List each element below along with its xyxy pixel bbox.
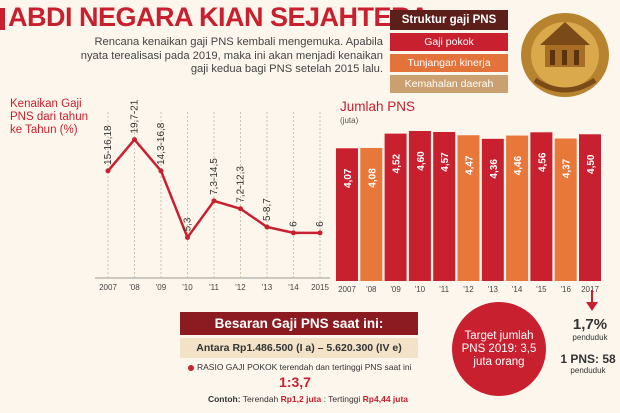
line-point (158, 168, 164, 174)
stat-percentage-unit: penduduk (572, 333, 608, 342)
bar (530, 132, 553, 281)
besaran-gaji-box: Besaran Gaji PNS saat ini: Antara Rp1.48… (180, 312, 418, 358)
bar-data-label: 4,60 (416, 151, 427, 171)
struktur-title: Struktur gaji PNS (390, 10, 508, 30)
tertinggi-value: Rp4,44 juta (362, 394, 409, 404)
line-data-label: 19,7-21 (130, 99, 141, 133)
terendah-value: Rp1,2 juta (280, 394, 322, 404)
line-point (105, 168, 111, 174)
bar (408, 131, 431, 281)
target-text: Target jumlah PNS 2019: 3,5 juta orang (461, 329, 537, 368)
line-point (238, 206, 243, 212)
intro-text: Rencana kenaikan gaji PNS kembali mengem… (80, 36, 383, 75)
struktur-item-tunjangan: Tunjangan kinerja (390, 54, 508, 72)
line-tick-label: '08 (129, 283, 140, 292)
tertinggi-label: Tertinggi (328, 394, 361, 404)
contoh-text: Contoh: Terendah Rp1,2 juta : Tertinggi … (207, 394, 409, 404)
line-tick-label: '13 (262, 283, 273, 292)
rasio-value: 1:3,7 (279, 374, 311, 390)
line-tick-label: '11 (209, 283, 219, 292)
line-data-label: 7,3-14,5 (209, 158, 220, 195)
line-data-label: 14,3-16,8 (156, 122, 167, 165)
struktur-gaji-box: Struktur gaji PNS Gaji pokok Tunjangan k… (390, 10, 508, 96)
bar-data-label: 4,37 (562, 158, 573, 178)
bar-data-label: 4,47 (465, 155, 476, 175)
jumlah-bar-chart: 4,07 2007 4,08 '08 4,52 '09 4,60 '10 4,57 '11 4,47… (336, 131, 601, 294)
bar-tick-label: '15 (536, 285, 547, 294)
rasio-text: RASIO GAJI POKOK terendah dan tertinggi … (197, 362, 412, 372)
stat-ratio: 1 PNS: 58 penduduk (553, 352, 620, 375)
line-point (185, 234, 190, 240)
bar (433, 131, 456, 281)
jumlah-chart-title: Jumlah PNS (340, 99, 416, 114)
line-data-label: 5,3 (183, 217, 194, 231)
line-point (264, 224, 270, 230)
bar-tick-label: '16 (560, 285, 571, 294)
bar-data-label: 4,57 (440, 152, 451, 172)
kenaikan-line-chart: 15-16,18 2007 19,7-21 '08 14,3-16,8 '09 5,3 '10… (95, 99, 330, 292)
line-data-label: 15-16,18 (103, 125, 114, 165)
line-tick-label: '10 (182, 283, 193, 292)
line-point (291, 230, 296, 236)
line-tick-label: 2015 (311, 283, 329, 292)
bar-tick-label: '13 (488, 285, 499, 294)
stat-percentage-value: 1,7% (572, 316, 608, 333)
bar-tick-label: 2017 (581, 285, 599, 294)
bar (481, 138, 504, 281)
stat-ratio-unit: penduduk (570, 366, 606, 375)
besaran-range: Antara Rp1.486.500 (I a) – 5.620.300 (IV… (180, 338, 418, 358)
target-circle: Target jumlah PNS 2019: 3,5 juta orang (452, 302, 546, 396)
bar-data-label: 4,56 (537, 152, 548, 172)
bar (360, 147, 383, 281)
contoh-prefix: Contoh: (207, 394, 241, 404)
page-title: ABDI NEGARA KIAN SEJAHTERA (8, 2, 430, 32)
stat-ratio-value: 1 PNS: 58 (560, 352, 616, 366)
besaran-title: Besaran Gaji PNS saat ini: (180, 312, 418, 335)
bar-tick-label: '10 (415, 285, 426, 294)
line-data-label: 6 (289, 221, 300, 227)
line-tick-label: '09 (156, 283, 167, 292)
bar-tick-label: '14 (512, 285, 523, 294)
bar (506, 135, 529, 281)
down-arrow-icon (586, 290, 598, 311)
line-tick-label: 2007 (99, 283, 117, 292)
bar-tick-label: '09 (390, 285, 401, 294)
bar (554, 138, 577, 281)
bar (384, 133, 407, 281)
bar-data-label: 4,52 (392, 153, 403, 173)
kenaikan-chart-label: Kenaikan Gaji PNS dari tahun ke Tahun (%… (10, 98, 88, 136)
bar-tick-label: '11 (439, 285, 449, 294)
line-point (211, 198, 217, 204)
line-point (317, 230, 323, 236)
bar (457, 135, 480, 281)
jumlah-chart-unit: (juta) (340, 116, 359, 125)
line-data-label: 7,2-12,3 (236, 166, 247, 203)
rasio-label: RASIO GAJI POKOK terendah dan tertinggi … (188, 362, 428, 372)
struktur-item-gaji-pokok: Gaji pokok (390, 33, 508, 51)
bar-tick-label: 2007 (338, 285, 356, 294)
bar-data-label: 4,36 (489, 159, 500, 179)
stat-percentage: 1,7% penduduk (560, 316, 620, 342)
bar-data-label: 4,08 (367, 168, 378, 188)
title-accent-bar (0, 8, 5, 30)
bar-tick-label: '12 (463, 285, 474, 294)
korpri-emblem-icon (521, 13, 609, 97)
terendah-label: Terendah (242, 394, 279, 404)
bar (579, 134, 601, 281)
line-tick-label: '14 (288, 283, 299, 292)
bar (336, 148, 358, 281)
line-data-label: 6 (315, 221, 326, 227)
bar-data-label: 4,50 (586, 154, 597, 174)
bar-tick-label: '08 (366, 285, 377, 294)
line-tick-label: '12 (235, 283, 246, 292)
struktur-item-kemahalan: Kemahalan daerah (390, 75, 508, 93)
bar-data-label: 4,46 (513, 155, 524, 175)
line-point (132, 137, 137, 143)
bar-data-label: 4,07 (343, 168, 354, 188)
line-data-label: 5-8,7 (262, 198, 273, 221)
bullet-icon (188, 364, 194, 371)
